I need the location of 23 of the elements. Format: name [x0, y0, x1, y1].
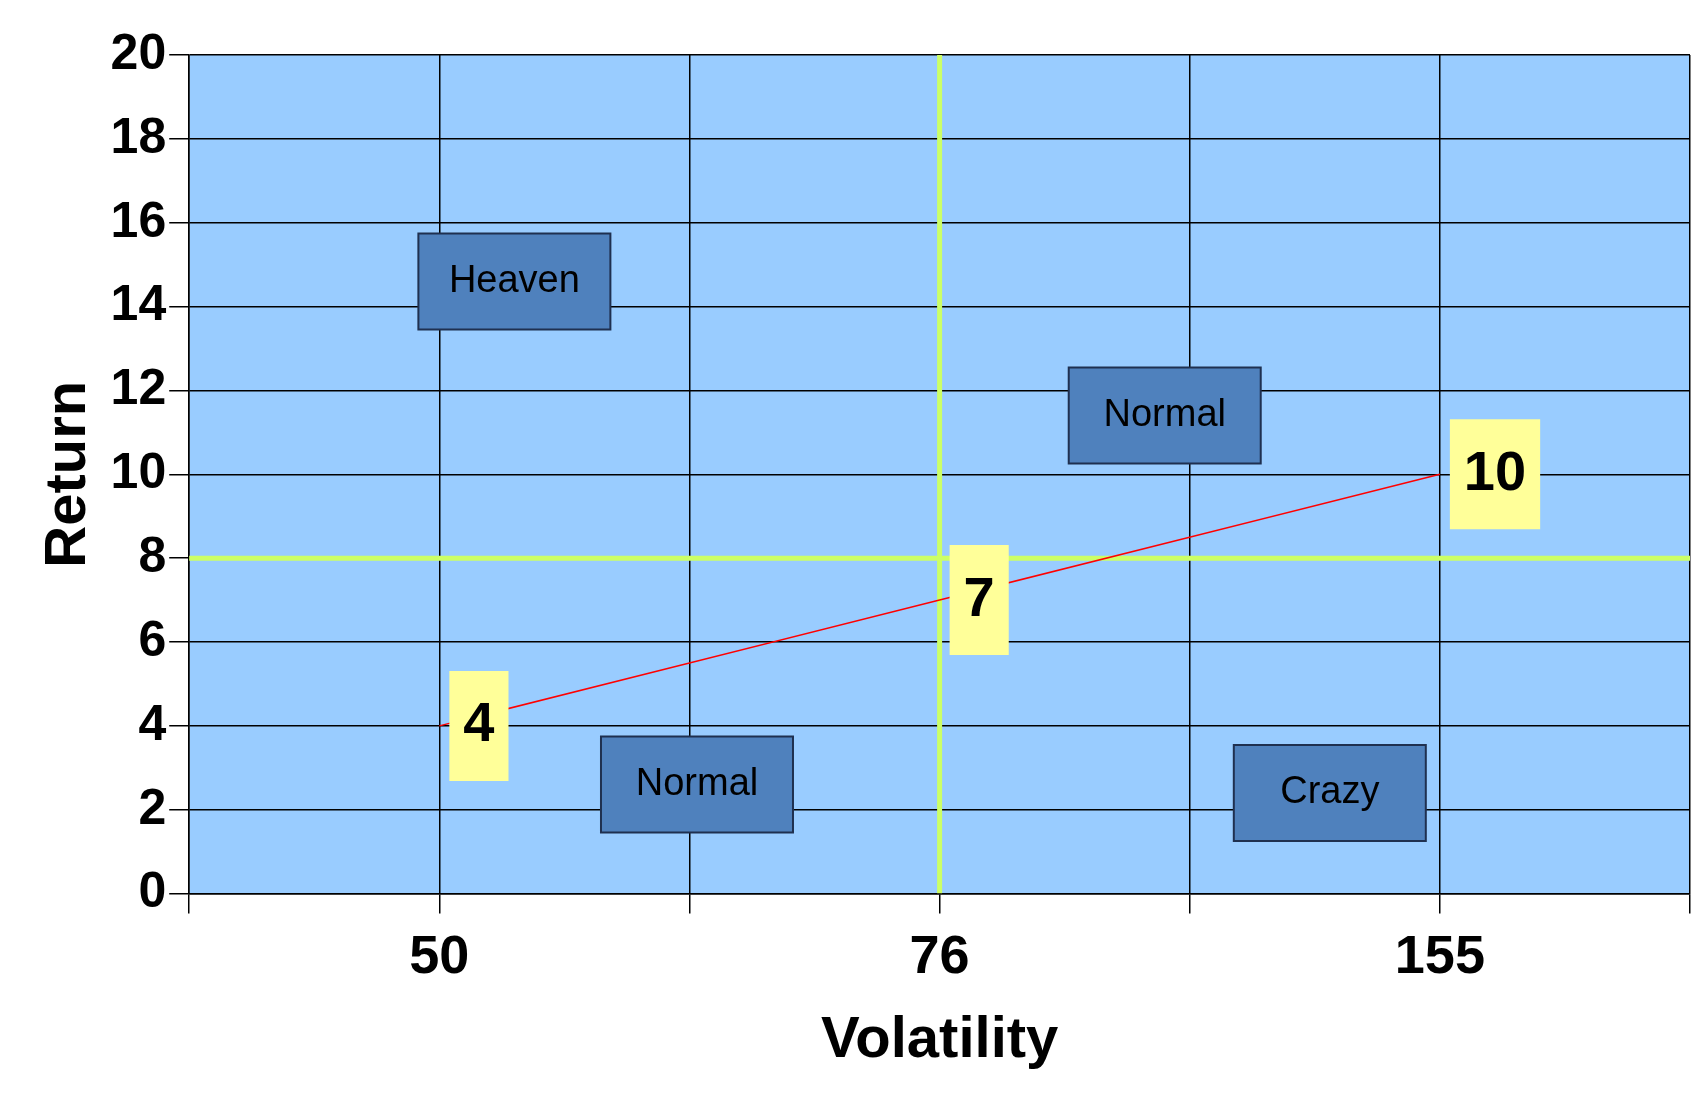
x-tick-label: 76	[909, 923, 970, 984]
y-tick-label: 12	[110, 359, 167, 416]
annotation: Normal	[1103, 392, 1226, 435]
y-tick-label: 6	[138, 610, 167, 667]
data-label: 10	[1463, 438, 1527, 502]
y-tick-label: 8	[138, 526, 167, 583]
y-tick-label: 20	[110, 23, 167, 80]
data-label: 7	[963, 564, 995, 628]
annotation: Normal	[635, 761, 759, 804]
y-tick-label: 2	[138, 778, 167, 835]
x-tick-label: 155	[1394, 923, 1485, 984]
y-tick-label: 14	[110, 275, 167, 332]
y-tick-label: 18	[110, 107, 167, 164]
x-tick-label: 50	[409, 923, 470, 984]
annotation: Heaven	[448, 257, 580, 300]
x-axis-title: Volatility	[820, 1004, 1059, 1070]
data-label: 4	[463, 690, 495, 754]
annotation: Crazy	[1280, 769, 1380, 812]
y-tick-label: 4	[138, 694, 167, 751]
y-tick-label: 10	[110, 443, 167, 500]
y-tick-label: 16	[110, 191, 167, 248]
y-tick-label: 0	[138, 862, 167, 919]
y-axis-title: Return	[31, 380, 97, 568]
